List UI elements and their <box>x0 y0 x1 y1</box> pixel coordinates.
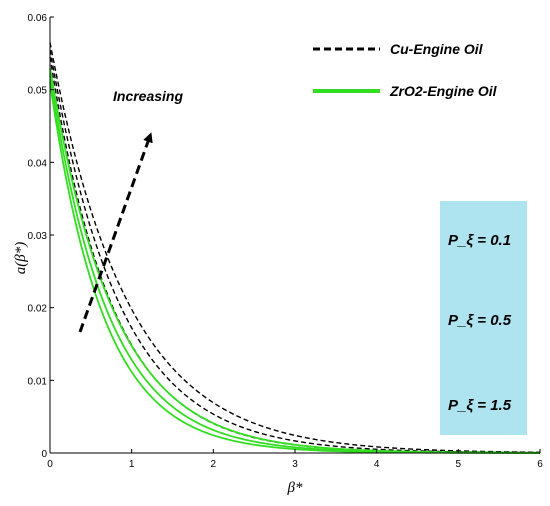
y-tick-layer: 0 0.01 0.02 0.03 0.04 0.05 0.06 <box>28 13 54 460</box>
x-tick-layer: 0 1 2 3 4 5 6 <box>47 449 543 470</box>
legend: Cu-Engine Oil ZrO2-Engine Oil <box>313 41 498 99</box>
y-tick-label-4: 0.04 <box>28 158 48 169</box>
param-label-1: P_ξ = 0.5 <box>448 312 512 329</box>
x-tick-label-0: 0 <box>47 459 53 470</box>
x-tick-label-2: 2 <box>211 459 217 470</box>
y-tick-label-1: 0.01 <box>28 376 48 387</box>
param-label-2: P_ξ = 1.5 <box>448 397 512 414</box>
y-tick-label-6: 0.06 <box>28 13 48 24</box>
x-tick-label-6: 6 <box>537 459 543 470</box>
increasing-label: Increasing <box>113 88 183 104</box>
series-line-1 <box>49 49 541 454</box>
x-tick-label-4: 4 <box>374 459 380 470</box>
x-axis-label: β* <box>287 480 303 496</box>
x-tick-label-1: 1 <box>129 459 135 470</box>
y-tick-label-5: 0.05 <box>28 86 48 97</box>
increasing-arrow <box>78 132 153 333</box>
x-tick-label-5: 5 <box>456 459 462 470</box>
param-label-0: P_ξ = 0.1 <box>448 232 511 249</box>
parameter-box <box>440 201 527 435</box>
legend-label-zro2: ZrO2-Engine Oil <box>389 83 498 99</box>
y-tick-label-3: 0.03 <box>28 231 48 242</box>
x-tick-label-3: 3 <box>292 459 298 470</box>
y-tick-label-0: 0 <box>41 449 47 460</box>
legend-label-cu: Cu-Engine Oil <box>390 41 484 57</box>
y-axis-label: a(β*) <box>13 242 29 274</box>
y-tick-label-2: 0.02 <box>28 304 48 315</box>
